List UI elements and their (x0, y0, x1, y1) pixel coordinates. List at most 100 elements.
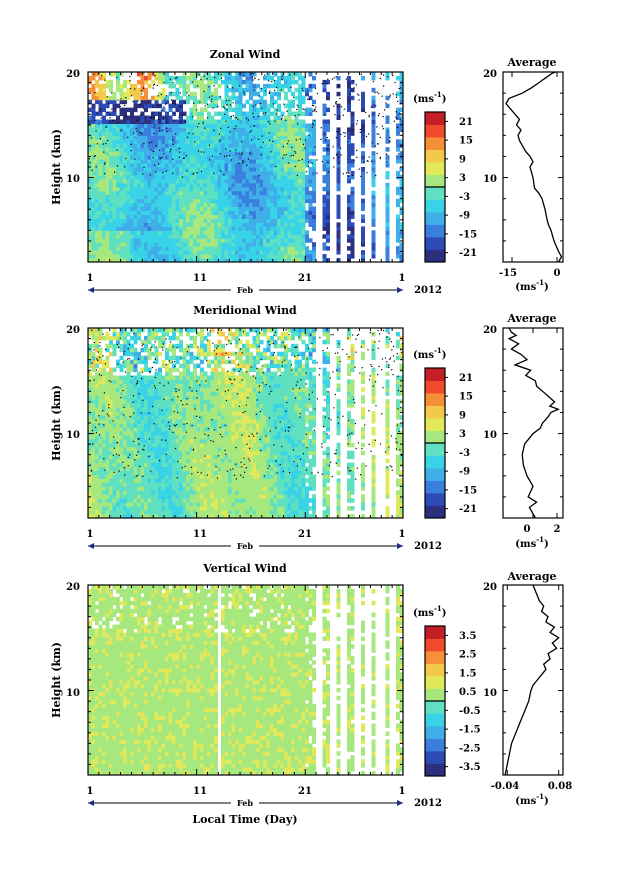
heatmap-cell (193, 79, 197, 85)
heatmap-cell (151, 387, 155, 392)
heatmap-cell (207, 222, 211, 227)
contour-dot (294, 165, 296, 168)
heatmap-cell (105, 234, 110, 239)
heatmap-cell (263, 190, 267, 196)
heatmap-cell (144, 143, 148, 148)
heatmap-cell (168, 466, 173, 471)
heatmap-cell (91, 486, 96, 491)
heatmap-cell (252, 147, 257, 152)
heatmap-cell (221, 159, 225, 164)
contour-dot (253, 125, 255, 127)
heatmap-cell (151, 399, 155, 404)
heatmap-cell (284, 119, 288, 124)
zonal-average-line (505, 71, 563, 263)
heatmap-cell (151, 426, 155, 432)
heatmap-cell (119, 95, 124, 101)
heatmap-cell (98, 498, 103, 503)
heatmap-cell (249, 119, 253, 124)
heatmap-cell (144, 115, 148, 120)
heatmap-cell (196, 218, 201, 223)
heatmap-cell (259, 178, 264, 184)
heatmap-cell (165, 426, 169, 432)
heatmap-cell (385, 238, 390, 243)
heatmap-cell (130, 442, 134, 448)
heatmap-cell (238, 234, 243, 239)
heatmap-cell (172, 83, 176, 89)
heatmap-cell (95, 506, 99, 511)
contour-dot (104, 79, 106, 81)
heatmap-cell (109, 246, 113, 251)
heatmap-cell (168, 407, 173, 412)
contour-dot (313, 110, 316, 112)
contour-dot (269, 123, 271, 125)
heatmap-cell (168, 450, 173, 456)
heatmap-cell (270, 218, 274, 223)
contour-dot (193, 172, 195, 174)
contour-dot (95, 130, 97, 132)
heatmap-cell (102, 230, 106, 235)
contour-dot (335, 101, 337, 103)
heatmap-cell (326, 182, 330, 188)
heatmap-cell (203, 222, 208, 227)
heatmap-cell (154, 351, 159, 357)
contour-dot (374, 92, 376, 94)
heatmap-cell (280, 159, 285, 164)
heatmap-cell (109, 371, 113, 376)
contour-dot (214, 76, 216, 78)
heatmap-cell (95, 371, 99, 376)
heatmap-cell (179, 190, 183, 196)
heatmap-cell (193, 198, 197, 204)
heatmap-cell (231, 222, 236, 227)
heatmap-cell (371, 163, 376, 168)
heatmap-cell (158, 446, 162, 452)
heatmap-cell (249, 131, 253, 136)
heatmap-cell (245, 139, 250, 144)
heatmap-cell (168, 250, 173, 255)
heatmap-cell (137, 226, 141, 231)
heatmap-cell (235, 103, 239, 109)
heatmap-cell (308, 254, 313, 259)
heatmap-cell (168, 182, 173, 188)
heatmap-cell (109, 111, 113, 117)
heatmap-cell (105, 111, 110, 117)
heatmap-cell (291, 127, 295, 132)
heatmap-cell (217, 218, 222, 223)
heatmap-cell (196, 242, 201, 247)
heatmap-cell (109, 155, 113, 160)
heatmap-cell (294, 115, 299, 120)
heatmap-cell (245, 250, 250, 255)
heatmap-cell (119, 202, 124, 208)
heatmap-cell (256, 119, 260, 124)
heatmap-cell (151, 462, 155, 468)
heatmap-cell (116, 363, 120, 369)
heatmap-cell (161, 99, 166, 105)
heatmap-cell (242, 87, 246, 93)
heatmap-cell (182, 258, 187, 262)
heatmap-cell (266, 72, 271, 77)
heatmap-cell (235, 234, 239, 239)
contour-dot (142, 87, 145, 89)
heatmap-cell (98, 194, 103, 200)
heatmap-cell (98, 367, 103, 373)
heatmap-cell (326, 139, 330, 144)
heatmap-cell (277, 83, 281, 89)
contour-dot (308, 98, 310, 100)
heatmap-cell (116, 335, 120, 341)
heatmap-cell (151, 403, 155, 408)
heatmap-cell (95, 434, 99, 440)
heatmap-cell (126, 190, 131, 196)
heatmap-cell (105, 359, 110, 365)
heatmap-cell (214, 127, 218, 132)
heatmap-cell (161, 502, 166, 507)
heatmap-cell (291, 75, 295, 81)
heatmap-cell (168, 458, 173, 464)
heatmap-cell (116, 226, 120, 231)
contour-dot (268, 92, 270, 94)
heatmap-cell (298, 99, 302, 105)
heatmap-cell (245, 190, 250, 196)
heatmap-cell (399, 230, 403, 235)
heatmap-cell (189, 186, 194, 192)
heatmap-cell (399, 258, 403, 262)
heatmap-cell (151, 450, 155, 456)
zonal-y-tick-10: 10 (66, 174, 80, 185)
